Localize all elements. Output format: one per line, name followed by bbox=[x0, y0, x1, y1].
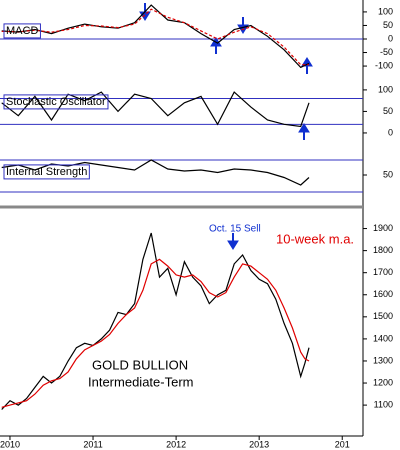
annotation: Oct. 15 Sell bbox=[209, 224, 261, 235]
x-tick-label: 2013 bbox=[249, 439, 269, 449]
panel-label-box bbox=[3, 94, 109, 110]
series-label: 10-week m.a. bbox=[276, 231, 354, 246]
y-tick-label: 1400 bbox=[373, 333, 393, 343]
y-tick-label: 0 bbox=[388, 33, 393, 43]
series-line bbox=[1, 91, 310, 128]
y-tick-label: 1600 bbox=[373, 289, 393, 299]
y-tick-label: 1700 bbox=[373, 267, 393, 277]
panel-label: MACD bbox=[6, 25, 38, 37]
y-tick-label: 1200 bbox=[373, 377, 393, 387]
y-tick-label: 50 bbox=[383, 106, 393, 116]
y-tick-label: 50 bbox=[383, 20, 393, 30]
series-line bbox=[1, 258, 310, 408]
y-tick-label: 1300 bbox=[373, 355, 393, 365]
panel-label: Internal Strength bbox=[6, 166, 87, 178]
series-line bbox=[1, 8, 309, 66]
y-tick-label: -100 bbox=[375, 60, 393, 70]
x-tick-label: 201 bbox=[335, 439, 350, 449]
x-tick-label: 2011 bbox=[83, 439, 102, 449]
series-line bbox=[1, 4, 310, 69]
panel-label-box bbox=[3, 23, 41, 39]
y-tick-label: 1900 bbox=[373, 223, 393, 233]
panel-label-box bbox=[3, 164, 90, 180]
y-tick-label: -50 bbox=[380, 47, 393, 57]
x-tick-label: 2012 bbox=[166, 439, 186, 449]
series-line bbox=[1, 232, 310, 410]
y-tick-label: 1500 bbox=[373, 311, 393, 321]
panel-label: Stochastic Oscillator bbox=[6, 96, 106, 108]
y-tick-label: 100 bbox=[378, 6, 393, 16]
chart-subtitle: Intermediate-Term bbox=[88, 374, 193, 389]
y-tick-label: 1100 bbox=[374, 399, 393, 409]
y-tick-label: 0 bbox=[388, 127, 393, 137]
x-tick-label: 2010 bbox=[0, 439, 20, 449]
y-tick-label: 100 bbox=[378, 84, 393, 94]
series-line bbox=[1, 159, 310, 186]
chart-title: GOLD BULLION bbox=[92, 357, 188, 372]
y-tick-label: 1800 bbox=[373, 245, 393, 255]
y-tick-label: 50 bbox=[383, 169, 393, 179]
